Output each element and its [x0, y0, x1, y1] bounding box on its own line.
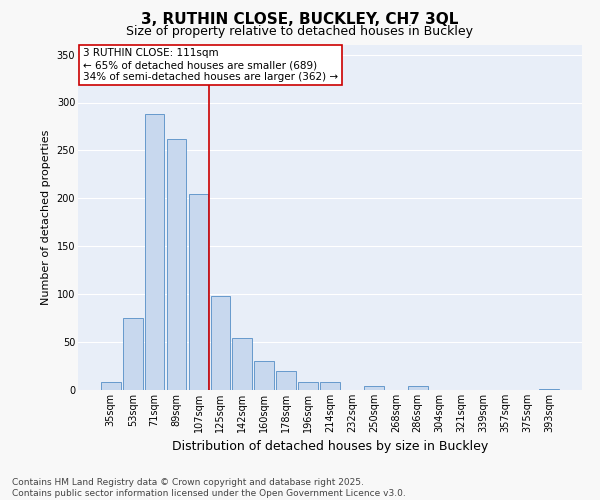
Bar — [364, 386, 384, 390]
Y-axis label: Number of detached properties: Number of detached properties — [41, 130, 51, 305]
Bar — [276, 371, 296, 390]
Bar — [320, 382, 340, 390]
Bar — [232, 338, 252, 390]
Text: 3 RUTHIN CLOSE: 111sqm
← 65% of detached houses are smaller (689)
34% of semi-de: 3 RUTHIN CLOSE: 111sqm ← 65% of detached… — [83, 48, 338, 82]
Text: 3, RUTHIN CLOSE, BUCKLEY, CH7 3QL: 3, RUTHIN CLOSE, BUCKLEY, CH7 3QL — [142, 12, 458, 28]
Text: Size of property relative to detached houses in Buckley: Size of property relative to detached ho… — [127, 25, 473, 38]
Bar — [254, 361, 274, 390]
Bar — [298, 382, 318, 390]
Bar — [123, 318, 143, 390]
Bar — [408, 386, 428, 390]
Bar — [167, 139, 187, 390]
Bar — [145, 114, 164, 390]
Bar — [101, 382, 121, 390]
Text: Contains HM Land Registry data © Crown copyright and database right 2025.
Contai: Contains HM Land Registry data © Crown c… — [12, 478, 406, 498]
Bar — [211, 296, 230, 390]
Bar — [539, 389, 559, 390]
X-axis label: Distribution of detached houses by size in Buckley: Distribution of detached houses by size … — [172, 440, 488, 454]
Bar — [188, 194, 208, 390]
